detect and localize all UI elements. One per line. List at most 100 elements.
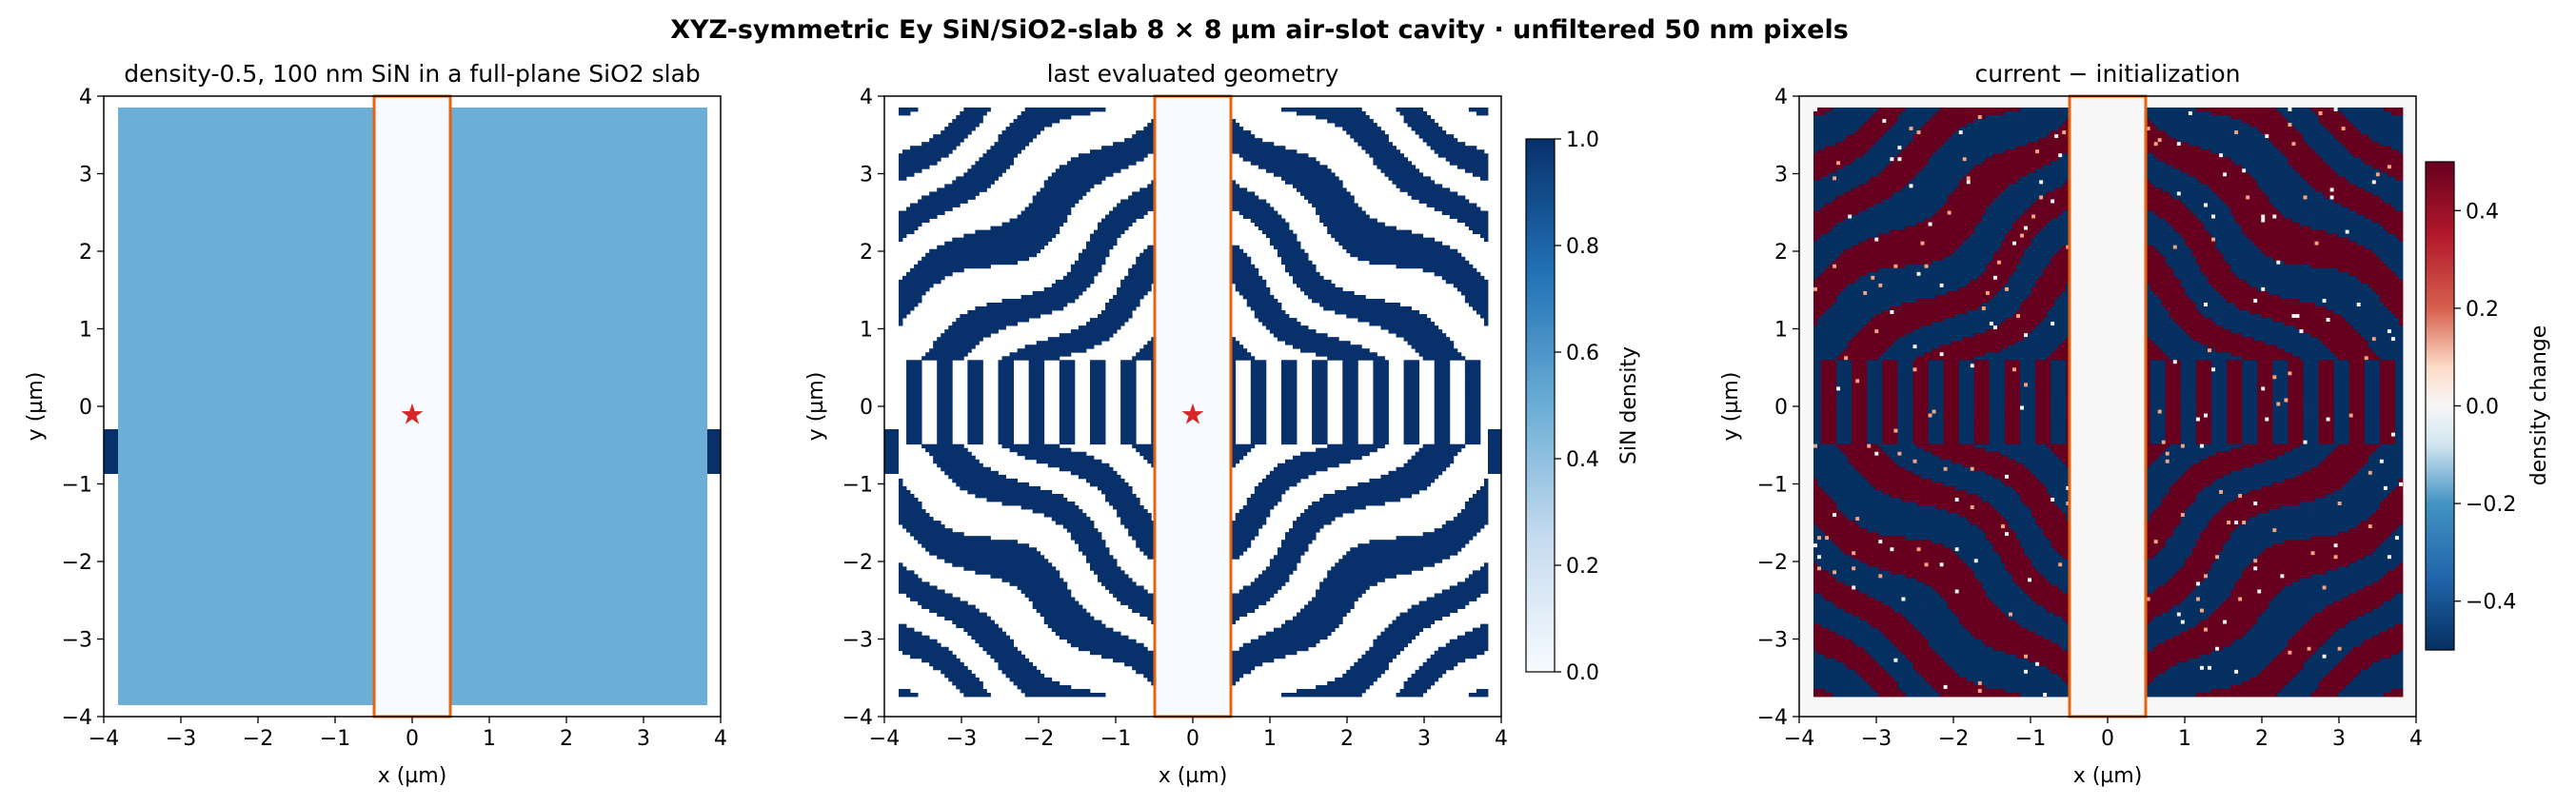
- density-pixel: [1476, 360, 1481, 364]
- density-pixel: [967, 245, 972, 250]
- density-pixel: [1047, 214, 1053, 219]
- density-pixel: [1070, 267, 1076, 273]
- density-pixel: [1380, 157, 1385, 162]
- density-pixel: [963, 241, 968, 246]
- density-pixel: [971, 127, 976, 131]
- density-pixel: [1070, 187, 1076, 192]
- density-pixel: [1350, 371, 1355, 376]
- density-pixel: [990, 306, 995, 311]
- density-pixel: [1460, 157, 1466, 162]
- density-pixel: [1377, 356, 1381, 361]
- density-pixel: [1319, 375, 1324, 380]
- density-pixel: [1258, 207, 1263, 211]
- density-pixel: [1258, 302, 1263, 307]
- density-pixel: [1117, 322, 1121, 326]
- density-pixel: [1117, 229, 1121, 235]
- density-pixel: [1350, 108, 1355, 112]
- density-pixel: [1346, 127, 1351, 131]
- density-pixel: [1005, 398, 1010, 403]
- density-pixel: [910, 394, 915, 399]
- density-pixel: [1235, 123, 1240, 128]
- density-pixel: [1047, 286, 1053, 292]
- density-pixel: [1032, 298, 1038, 304]
- density-pixel: [933, 203, 938, 207]
- density-pixel: [1078, 275, 1083, 281]
- density-pixel: [1269, 325, 1275, 330]
- density-pixel: [1468, 360, 1474, 364]
- density-pixel: [960, 237, 964, 243]
- density-pixel: [1422, 329, 1428, 334]
- density-pixel: [1081, 275, 1087, 281]
- density-pixel: [1231, 142, 1237, 147]
- density-pixel: [1476, 306, 1481, 311]
- density-pixel: [1384, 360, 1389, 364]
- density-pixel: [986, 302, 991, 307]
- density-pixel: [1231, 386, 1237, 391]
- density-pixel: [1231, 383, 1237, 387]
- density-pixel: [1246, 283, 1252, 288]
- density-pixel: [1437, 138, 1443, 143]
- density-pixel: [1403, 386, 1408, 391]
- density-pixel: [1128, 267, 1133, 273]
- density-pixel: [1235, 187, 1240, 192]
- density-pixel: [1098, 256, 1102, 262]
- density-pixel: [1331, 337, 1336, 342]
- density-pixel: [1403, 390, 1408, 395]
- density-pixel: [1009, 322, 1014, 326]
- density-pixel: [1066, 290, 1072, 296]
- density-pixel: [1388, 142, 1393, 147]
- density-pixel: [1124, 306, 1129, 311]
- density-pixel: [1300, 341, 1305, 345]
- density-pixel: [982, 245, 987, 250]
- density-pixel: [1093, 333, 1099, 338]
- density-pixel: [1066, 360, 1072, 364]
- density-pixel: [1346, 218, 1351, 223]
- density-pixel: [1089, 168, 1095, 173]
- density-pixel: [1323, 367, 1328, 372]
- density-pixel: [1396, 233, 1400, 239]
- density-pixel: [1418, 318, 1424, 323]
- density-pixel: [1055, 341, 1060, 345]
- density-pixel: [1396, 256, 1400, 262]
- density-pixel: [1147, 283, 1152, 288]
- density-pixel: [1373, 233, 1377, 239]
- density-pixel: [1369, 248, 1374, 254]
- density-pixel: [1113, 157, 1118, 162]
- density-pixel: [1365, 119, 1370, 124]
- density-pixel: [967, 394, 972, 399]
- density-pixel: [1001, 153, 1006, 158]
- density-pixel: [1070, 286, 1076, 292]
- density-pixel: [1081, 157, 1087, 162]
- density-pixel: [1009, 405, 1014, 410]
- density-pixel: [982, 322, 987, 326]
- density-pixel: [967, 130, 972, 135]
- density-pixel: [1043, 306, 1049, 311]
- density-pixel: [1120, 314, 1125, 319]
- density-pixel: [1231, 394, 1237, 399]
- density-pixel: [1411, 195, 1417, 200]
- density-pixel: [1020, 302, 1026, 307]
- density-pixel: [1254, 360, 1259, 364]
- density-pixel: [1258, 310, 1263, 315]
- density-pixel: [1070, 199, 1076, 204]
- density-pixel: [998, 260, 1002, 266]
- density-pixel: [1280, 325, 1286, 330]
- density-pixel: [1066, 333, 1072, 338]
- density-pixel: [948, 184, 953, 188]
- density-pixel: [994, 157, 999, 162]
- density-pixel: [1468, 168, 1474, 173]
- density-pixel: [1464, 165, 1470, 169]
- density-pixel: [1109, 322, 1114, 326]
- density-pixel: [925, 157, 930, 162]
- density-pixel: [1074, 172, 1080, 177]
- density-pixel: [1242, 214, 1248, 219]
- density-pixel: [1373, 379, 1377, 384]
- density-pixel: [1250, 191, 1256, 196]
- density-pixel: [1464, 283, 1470, 288]
- density-pixel: [1472, 290, 1477, 296]
- density-pixel: [1055, 298, 1060, 304]
- density-pixel: [933, 191, 938, 196]
- density-pixel: [1258, 375, 1263, 380]
- density-pixel: [1284, 329, 1290, 334]
- density-pixel: [1235, 245, 1240, 250]
